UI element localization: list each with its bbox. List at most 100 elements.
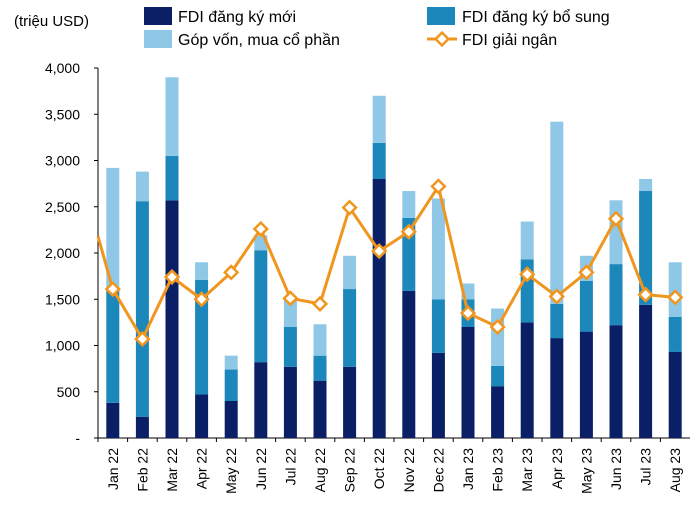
point-fdi-disbursed	[104, 280, 121, 298]
bar-capital-contribution	[283, 297, 297, 327]
point-fdi-disbursed	[430, 178, 447, 195]
y-tick-label: 2,500	[45, 199, 80, 215]
x-axis: Jan 22 Feb 22 Mar 22 Apr 22 May 22 Jun 2…	[105, 448, 683, 494]
bar-fdi-new	[491, 386, 505, 438]
bar-capital-contribution	[372, 95, 386, 143]
y-axis: - 500 1,000 1,500 2,000 2,500 3,000 3,50…	[45, 60, 80, 446]
bar-fdi-new	[402, 290, 416, 438]
y-tick-label: -	[75, 430, 80, 446]
point-fdi-disbursed	[637, 286, 654, 303]
legend: (triệu USD) FDI đăng ký mới FDI đăng ký …	[14, 7, 610, 49]
bar-fdi-new	[165, 200, 179, 438]
point-fdi-disbursed	[282, 290, 299, 307]
bar-fdi-new	[579, 331, 593, 438]
point-fdi-disbursed	[667, 289, 684, 306]
bar-capital-contribution	[106, 167, 120, 290]
point-fdi-disbursed	[607, 210, 625, 227]
x-tick-label: Jun 22	[253, 448, 269, 490]
bar-capital-contribution	[224, 355, 238, 370]
bar-fdi-additional	[639, 191, 653, 305]
bar-capital-contribution	[550, 121, 564, 304]
bar-fdi-new	[461, 327, 475, 438]
bar-fdi-additional	[431, 299, 445, 353]
legend-label-disbursed: FDI giải ngân	[462, 32, 557, 49]
bar-fdi-additional	[579, 280, 593, 332]
bar-fdi-additional	[668, 316, 682, 352]
legend-label-capital: Góp vốn, mua cổ phần	[178, 31, 340, 49]
point-fdi-disbursed	[578, 264, 595, 281]
point-fdi-disbursed	[193, 291, 210, 308]
bar-fdi-additional	[283, 327, 297, 367]
bar-fdi-new	[372, 179, 386, 438]
bar-fdi-new	[431, 352, 445, 438]
point-fdi-disbursed	[519, 266, 536, 283]
bar-fdi-additional	[313, 355, 327, 381]
x-tick-label: Mar 22	[164, 448, 180, 492]
bar-capital-contribution	[195, 262, 209, 280]
x-tick-label: Jun 23	[608, 448, 624, 490]
plot-area	[94, 67, 690, 442]
legend-label-additional: FDI đăng ký bổ sung	[462, 8, 610, 26]
bar-capital-contribution	[639, 179, 653, 192]
x-tick-label: Oct 22	[371, 448, 387, 489]
y-tick-label: 1,000	[45, 338, 80, 354]
point-fdi-disbursed	[548, 288, 565, 305]
bar-capital-contribution	[165, 77, 179, 156]
legend-marker-disbursed	[433, 30, 451, 48]
x-tick-label: Mar 23	[519, 448, 535, 492]
bar-fdi-new	[343, 366, 357, 438]
point-fdi-disbursed	[400, 223, 417, 240]
bar-fdi-new	[224, 401, 238, 438]
x-tick-label: Apr 23	[549, 448, 565, 489]
bar-fdi-new	[254, 362, 268, 438]
bar-fdi-additional	[550, 303, 564, 339]
x-tick-label: Nov 22	[401, 448, 417, 493]
point-fdi-disbursed	[341, 199, 358, 216]
legend-swatch-new	[144, 7, 172, 25]
bar-capital-contribution	[313, 324, 327, 356]
bar-capital-contribution	[402, 191, 416, 218]
bar-fdi-new	[313, 380, 327, 438]
y-tick-label: 2,000	[45, 245, 80, 261]
legend-swatch-additional	[427, 7, 455, 25]
y-tick-label: 4,000	[45, 60, 80, 76]
x-tick-label: Jul 23	[638, 448, 654, 486]
point-fdi-disbursed	[163, 268, 181, 286]
point-fdi-disbursed	[371, 243, 388, 260]
bar-capital-contribution	[431, 198, 445, 300]
point-fdi-disbursed	[134, 330, 151, 348]
bar-fdi-new	[106, 402, 120, 438]
bar-fdi-new	[283, 366, 297, 438]
bar-fdi-additional	[491, 365, 505, 387]
bar-fdi-additional	[343, 289, 357, 367]
bar-fdi-additional	[165, 155, 179, 201]
bar-fdi-new	[135, 416, 149, 438]
bar-fdi-new	[609, 325, 623, 438]
y-tick-label: 3,500	[45, 106, 80, 122]
bar-capital-contribution	[343, 255, 357, 290]
x-tick-label: May 22	[223, 448, 239, 494]
point-fdi-disbursed	[252, 220, 269, 238]
bar-capital-contribution	[520, 221, 534, 260]
x-tick-label: Jan 23	[460, 448, 476, 490]
y-tick-label: 1,500	[45, 291, 80, 307]
unit-label: (triệu USD)	[14, 13, 89, 30]
point-fdi-disbursed	[223, 264, 240, 281]
bar-fdi-new	[520, 322, 534, 438]
bar-fdi-new	[639, 304, 653, 438]
bar-fdi-additional	[224, 369, 238, 401]
point-fdi-disbursed	[459, 304, 477, 322]
x-tick-label: Aug 23	[667, 448, 683, 493]
bar-fdi-new	[550, 338, 564, 438]
y-tick-label: 3,000	[45, 153, 80, 169]
point-fdi-disbursed	[489, 318, 506, 336]
x-tick-label: Jan 22	[105, 448, 121, 490]
legend-label-new: FDI đăng ký mới	[178, 9, 296, 26]
x-tick-label: Apr 22	[194, 448, 210, 489]
bar-fdi-additional	[254, 250, 268, 363]
bar-fdi-additional	[609, 264, 623, 326]
x-tick-label: Feb 23	[490, 448, 506, 492]
bar-fdi-new	[195, 394, 209, 438]
x-tick-label: Dec 22	[430, 448, 446, 493]
